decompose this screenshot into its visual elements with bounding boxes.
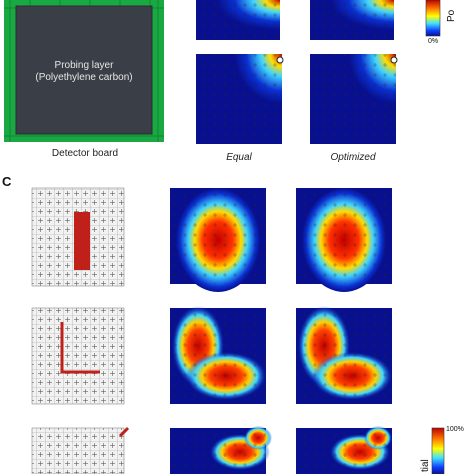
probing-layer [15,5,153,135]
column-label-optimized: Optimized [330,152,376,163]
target-sketch-diagonal [31,426,130,474]
colorbar-bottom [431,427,445,474]
heatmap-optimized-corner [310,54,398,144]
panel-letter-c: C [2,174,12,189]
heatmap-optimized-l-shape [296,306,392,404]
heatmap-optimized-vertical-bar [296,188,392,292]
heatmap-equal-top [196,0,280,40]
detector-board-caption: Detector board [51,148,119,159]
colorbar-bottom-max-label: 100% [446,426,464,433]
colorbar-bottom-title: tial [420,459,431,472]
probing-layer-material: (Polyethylene carbon) [35,72,133,83]
colorbar-top-title: Po [446,9,457,22]
heatmap-equal-vertical-bar [170,188,266,292]
target-sketch-vertical-bar [31,187,125,287]
target-sketch-l-shape [31,307,125,405]
detector-board-photo [4,0,164,142]
heatmap-optimized-diagonal [296,426,392,474]
probing-layer-title: Probing layer [54,60,114,71]
column-label-equal: Equal [226,152,252,163]
heatmap-equal-corner [196,54,284,144]
colorbar-top-min-label: 0% [428,38,439,45]
heatmap-optimized-top [310,0,394,40]
heatmap-equal-diagonal [170,426,272,474]
colorbar-top [425,0,441,37]
heatmap-equal-l-shape [170,306,266,404]
